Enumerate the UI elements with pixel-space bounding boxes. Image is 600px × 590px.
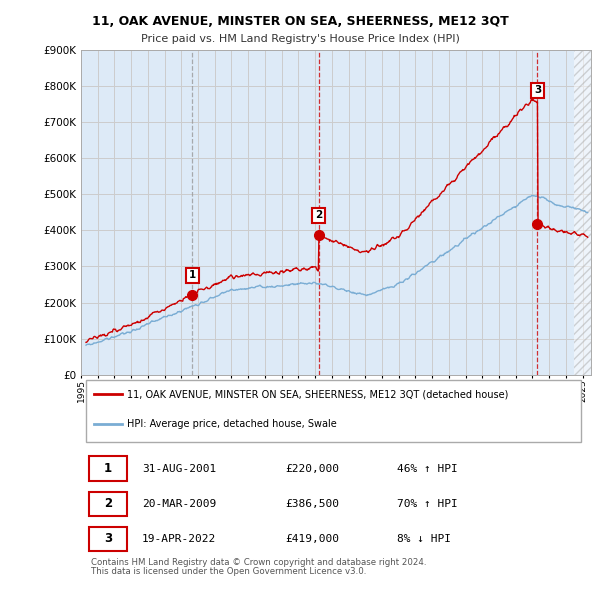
Text: 11, OAK AVENUE, MINSTER ON SEA, SHEERNESS, ME12 3QT (detached house): 11, OAK AVENUE, MINSTER ON SEA, SHEERNES…: [127, 389, 508, 399]
FancyBboxPatch shape: [89, 457, 127, 481]
Text: £386,500: £386,500: [285, 499, 339, 509]
Bar: [574, 50, 591, 375]
Text: 70% ↑ HPI: 70% ↑ HPI: [397, 499, 458, 509]
Text: 1: 1: [189, 270, 196, 280]
Text: £220,000: £220,000: [285, 464, 339, 474]
Text: 19-APR-2022: 19-APR-2022: [142, 534, 217, 544]
Text: 31-AUG-2001: 31-AUG-2001: [142, 464, 217, 474]
Text: £419,000: £419,000: [285, 534, 339, 544]
Text: Contains HM Land Registry data © Crown copyright and database right 2024.: Contains HM Land Registry data © Crown c…: [91, 558, 427, 567]
Text: 3: 3: [104, 532, 112, 545]
FancyBboxPatch shape: [89, 527, 127, 551]
Text: 11, OAK AVENUE, MINSTER ON SEA, SHEERNESS, ME12 3QT: 11, OAK AVENUE, MINSTER ON SEA, SHEERNES…: [92, 15, 508, 28]
FancyBboxPatch shape: [89, 491, 127, 516]
Text: 2: 2: [315, 211, 322, 221]
Text: HPI: Average price, detached house, Swale: HPI: Average price, detached house, Swal…: [127, 419, 337, 429]
Text: 1: 1: [104, 463, 112, 476]
Text: 8% ↓ HPI: 8% ↓ HPI: [397, 534, 451, 544]
Text: 3: 3: [534, 85, 541, 95]
Text: This data is licensed under the Open Government Licence v3.0.: This data is licensed under the Open Gov…: [91, 567, 367, 576]
Text: 46% ↑ HPI: 46% ↑ HPI: [397, 464, 458, 474]
Text: Price paid vs. HM Land Registry's House Price Index (HPI): Price paid vs. HM Land Registry's House …: [140, 34, 460, 44]
FancyBboxPatch shape: [86, 379, 581, 442]
Text: 2: 2: [104, 497, 112, 510]
Text: 20-MAR-2009: 20-MAR-2009: [142, 499, 217, 509]
